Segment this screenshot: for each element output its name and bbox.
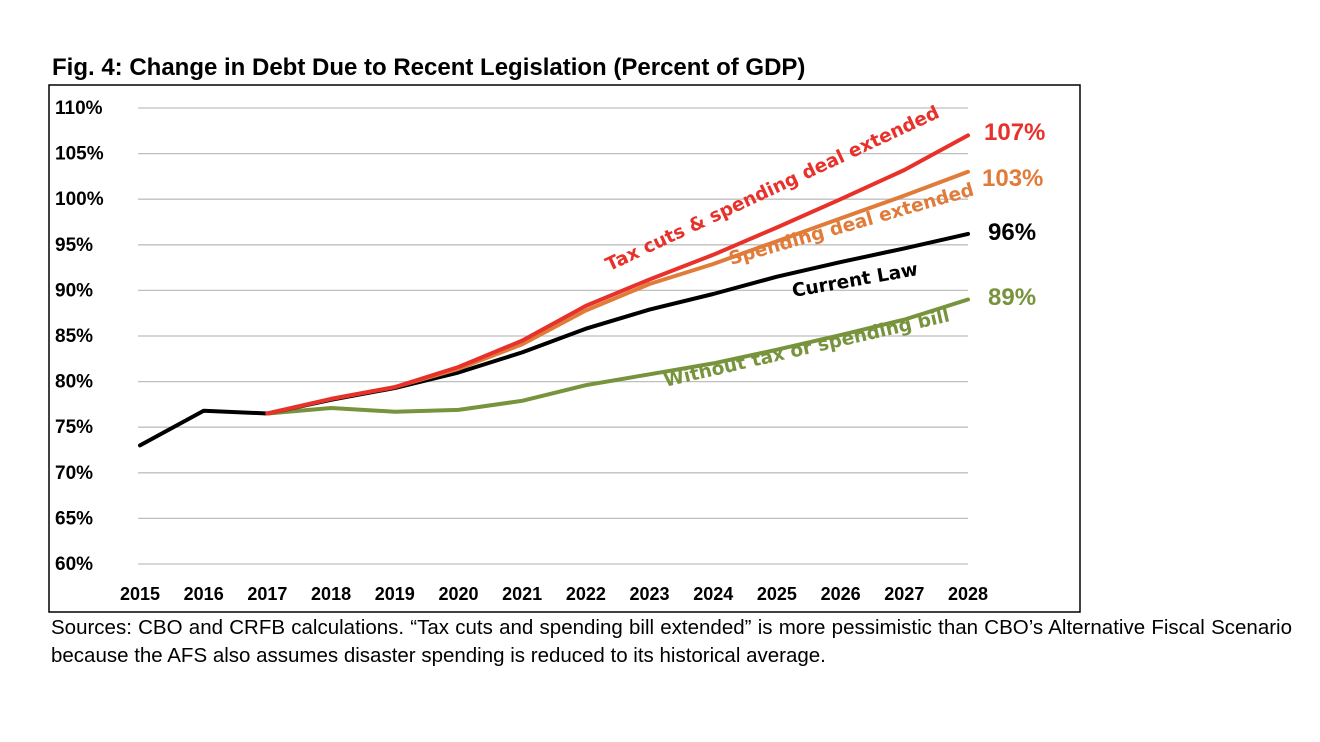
series-line (265, 133, 970, 416)
end-value-label: 96% (988, 219, 1036, 246)
y-axis-ticks: 60% 65% 70% 75% 80% 85% 90% 95% 100% 105% 110% (55, 98, 104, 575)
x-tick-label: 2022 (566, 584, 606, 604)
x-tick-label: 2019 (375, 584, 415, 604)
y-tick-label: 60% (55, 554, 93, 575)
series-labels: 89% Without tax or spending bill 96% Curren… (603, 102, 1046, 392)
y-tick-label: 105% (55, 144, 104, 165)
x-tick-label: 2017 (247, 584, 287, 604)
end-value-label: 103% (982, 165, 1043, 192)
x-tick-label: 2024 (693, 584, 733, 604)
y-tick-label: 85% (55, 326, 93, 347)
y-tick-label: 75% (55, 417, 93, 438)
x-tick-label: 2015 (120, 584, 160, 604)
x-tick-label: 2028 (948, 584, 988, 604)
chart-title: Fig. 4: Change in Debt Due to Recent Leg… (52, 54, 806, 81)
y-tick-label: 70% (55, 463, 93, 484)
series-line (265, 297, 970, 416)
x-tick-label: 2020 (438, 584, 478, 604)
y-tick-label: 90% (55, 280, 93, 301)
series-name-label: Current Law (791, 259, 920, 302)
y-tick-label: 65% (55, 508, 93, 529)
x-tick-label: 2026 (821, 584, 861, 604)
source-note: Sources: CBO and CRFB calculations. “Tax… (51, 616, 1292, 667)
gridlines (138, 107, 968, 565)
x-tick-label: 2023 (630, 584, 670, 604)
x-axis-ticks: 2015 2016 2017 2018 2019 2020 2021 2022 2023 2024… (120, 584, 988, 604)
y-tick-label: 110% (55, 98, 103, 119)
series-lines (138, 133, 970, 448)
x-tick-label: 2025 (757, 584, 797, 604)
end-value-label: 89% (988, 284, 1036, 311)
end-value-label: 107% (984, 119, 1045, 146)
series-name-label: Without tax or spending bill (662, 306, 952, 392)
x-tick-label: 2021 (502, 584, 542, 604)
y-tick-label: 95% (55, 235, 93, 256)
x-tick-label: 2027 (884, 584, 924, 604)
y-tick-label: 100% (55, 189, 104, 210)
x-tick-label: 2016 (184, 584, 224, 604)
x-tick-label: 2018 (311, 584, 351, 604)
plot-frame (48, 84, 1081, 613)
y-tick-label: 80% (55, 372, 93, 393)
